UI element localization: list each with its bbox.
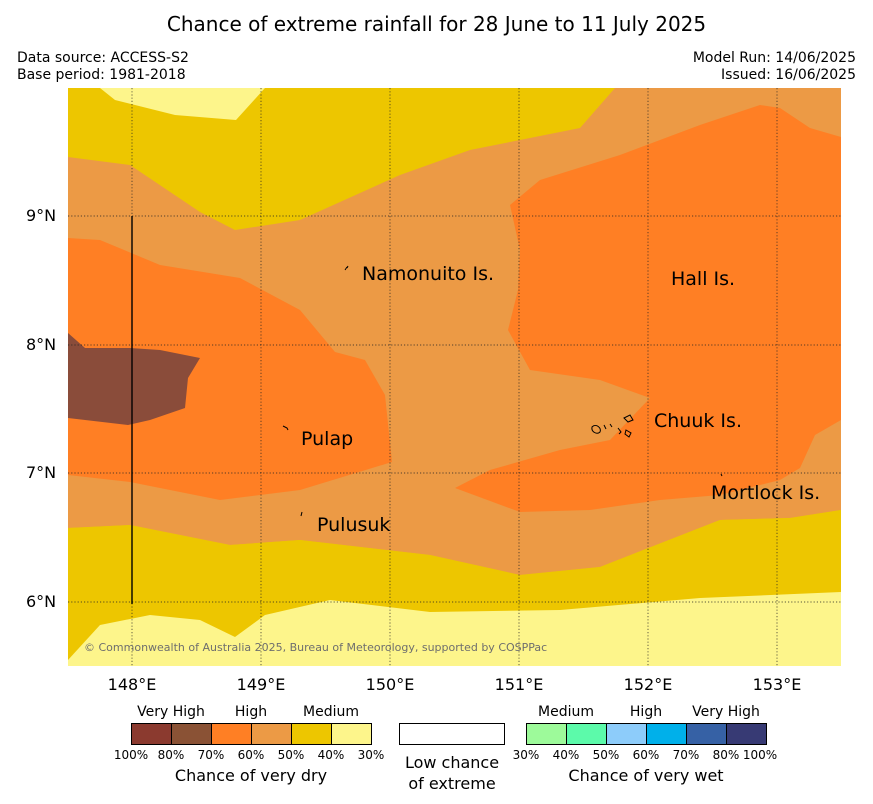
lon-label-151e: 151°E [494,675,544,694]
dry-legend-bar [131,723,372,745]
lon-label-152e: 152°E [623,675,673,694]
lat-label-9n: 9°N [26,206,57,225]
dry-tick-30: 30% [357,748,385,762]
wet-swatch-6 [727,724,766,744]
dry-legend-caption: Chance of very dry [174,766,328,785]
issued-label: Issued: 16/06/2025 [721,67,856,83]
chuuk-lagoon-shape [591,414,634,438]
zone-medium-dry-south [68,510,841,660]
lat-label-6n: 6°N [26,592,57,611]
zone-high-dry-west [68,238,392,500]
wet-swatch-1 [527,724,567,744]
dry-tick-70: 70% [197,748,225,762]
copyright-notice: © Commonwealth of Australia 2025, Bureau… [84,641,548,654]
dry-tick-40: 40% [317,748,345,762]
dry-swatch-4 [252,724,292,744]
place-label-mortlock: Mortlock Is. [711,482,821,504]
wet-tick-80: 80% [712,748,740,762]
lat-label-8n: 8°N [26,335,57,354]
data-source-label: Data source: ACCESS-S2 [17,50,189,66]
wet-tick-40: 40% [552,748,580,762]
wet-level-high: High [629,704,663,720]
wet-swatch-3 [607,724,647,744]
lat-label-7n: 7°N [26,463,57,482]
wet-legend-caption: Chance of very wet [568,766,724,785]
zone-very-high-dry-west [68,333,200,425]
lon-label-153e: 153°E [752,675,802,694]
wet-tick-100: 100% [742,748,778,762]
wet-level-medium: Medium [538,704,594,720]
place-label-chuuk: Chuuk Is. [654,410,742,432]
dry-tick-80: 80% [157,748,185,762]
low-chance-caption: Low chance of extreme [405,752,499,794]
wet-tick-60: 60% [632,748,660,762]
dry-level-very-high: Very High [137,704,205,720]
place-label-pulap: Pulap [301,428,354,450]
wet-tick-30: 30% [512,748,540,762]
place-label-pulusuk: Pulusuk [317,514,391,536]
island-outlines [282,265,723,517]
zone-high-dry-east [455,105,841,512]
low-chance-swatch [399,723,505,745]
dry-swatch-2 [172,724,212,744]
dry-level-high: High [234,704,268,720]
dry-swatch-5 [292,724,332,744]
mortlock-island-shape [720,473,723,477]
wet-tick-70: 70% [672,748,700,762]
low-chance-caption-line2: of extreme [408,774,496,793]
wet-swatch-2 [567,724,607,744]
wet-swatch-5 [687,724,727,744]
base-period-label: Base period: 1981-2018 [17,67,186,83]
dry-swatch-3 [212,724,252,744]
lon-label-149e: 149°E [236,675,286,694]
lon-label-150e: 150°E [365,675,415,694]
low-chance-caption-line1: Low chance [404,753,500,772]
dry-tick-100: 100% [113,748,149,762]
dry-tick-50: 50% [277,748,305,762]
dry-swatch-6 [332,724,371,744]
zone-low-dry-north [100,88,265,120]
map-title: Chance of extreme rainfall for 28 June t… [166,12,707,36]
pulusuk-island-shape [300,511,303,517]
wet-swatch-4 [647,724,687,744]
lon-label-148e: 148°E [107,675,157,694]
dry-tick-60: 60% [237,748,265,762]
graticule [68,88,841,666]
wet-tick-50: 50% [592,748,620,762]
dry-swatch-1 [132,724,172,744]
model-run-label: Model Run: 14/06/2025 [692,50,856,66]
pulap-island-shape [282,425,289,431]
place-label-hall: Hall Is. [671,268,736,290]
wet-level-very-high: Very High [692,704,760,720]
place-label-namonuito: Namonuito Is. [362,263,495,285]
wet-legend-bar [526,723,767,745]
rainfall-map [68,88,841,666]
namonuito-island-shape [344,265,349,271]
dry-level-medium: Medium [303,704,359,720]
